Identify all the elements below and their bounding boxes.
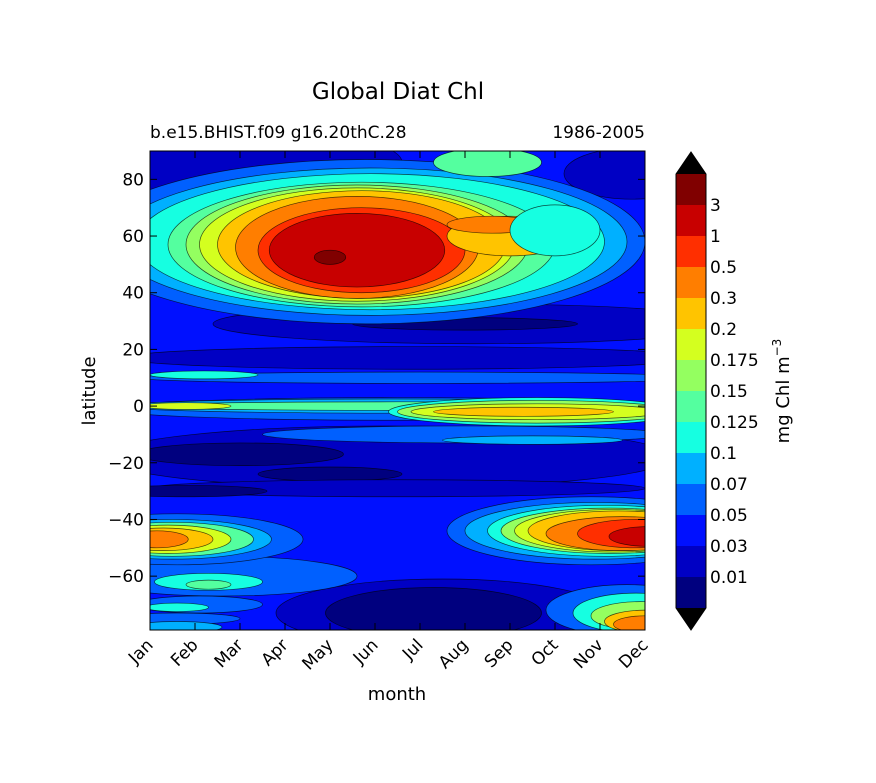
contour-north-late-cyan: [509, 204, 601, 257]
colorbar-segment: [676, 515, 706, 546]
colorbar-tick-label: 1: [710, 227, 721, 247]
x-tick-label: Feb: [167, 635, 202, 670]
colorbar-segment: [676, 205, 706, 236]
x-tick-label: Sep: [481, 635, 518, 672]
contour-mid-south-cyan: [442, 435, 623, 445]
x-tick-label: Jul: [398, 635, 427, 664]
chart-subtitle-left: b.e15.BHIST.f09 g16.20thC.28: [150, 123, 407, 143]
colorbar-extend-min: [676, 608, 706, 630]
colorbar-tick-label: 3: [710, 196, 721, 216]
contour-south-tropical-lowest: [150, 442, 344, 466]
y-axis: 80 60 40 20 0 −20 −40 −60: [108, 170, 645, 587]
contour-mid-north-cyan-band: [150, 370, 259, 380]
contour-south-70-cyan: [150, 602, 209, 612]
contour-south-lowest-30: [150, 485, 268, 498]
colorbar-extend-max: [676, 152, 706, 174]
colorbar-segment: [676, 298, 706, 329]
chart-title: Global Diat Chl: [312, 79, 484, 105]
colorbar-segment: [676, 174, 706, 205]
contour-north-bloom-peak: [313, 249, 347, 265]
contour-south-78-band: [150, 621, 223, 630]
contour-equator-east-orange: [433, 406, 614, 417]
colorbar-segment: [676, 267, 706, 298]
x-tick-label: Jan: [124, 635, 157, 668]
x-tick-label: Jun: [349, 635, 383, 669]
colorbar-label: mg Chl m−3: [770, 339, 794, 444]
x-tick-label: May: [299, 635, 338, 674]
y-tick-label: −20: [108, 454, 144, 474]
x-tick-label: Oct: [528, 635, 563, 670]
x-tick-label: Dec: [615, 635, 652, 672]
contour-north-low-band: [150, 346, 645, 370]
y-tick-label: 40: [122, 284, 144, 304]
colorbar-segment: [676, 360, 706, 391]
colorbar-tick-label: 0.3: [710, 289, 737, 309]
y-tick-label: 60: [122, 227, 144, 247]
colorbar-segment: [676, 236, 706, 267]
colorbar-ticks: 0.01 0.03 0.05 0.07 0.1 0.125 0.15 0.175 0.2 0.3 0…: [710, 196, 759, 588]
y-axis-label: latitude: [79, 356, 100, 425]
colorbar-tick-label: 0.5: [710, 258, 737, 278]
y-tick-label: 20: [122, 340, 144, 360]
colorbar-outline: [675, 151, 707, 631]
colorbar-tick-label: 0.125: [710, 413, 759, 433]
x-tick-label: Apr: [258, 635, 293, 670]
x-tick-label: Aug: [435, 635, 473, 673]
colorbar-segment: [676, 484, 706, 515]
plot-frame: [149, 150, 646, 631]
y-tick-label: −40: [108, 510, 144, 530]
contour-antarctic-lowest: [325, 587, 542, 630]
colorbar-tick-label: 0.07: [710, 475, 748, 495]
colorbar-segment: [676, 453, 706, 484]
colorbar-segment: [676, 577, 706, 608]
colorbar-segment: [676, 391, 706, 422]
contour-south-60-green: [185, 579, 232, 590]
x-tick-label: Mar: [211, 635, 248, 672]
contour-south-tropical-lowest-2: [257, 466, 403, 482]
plot-area: [149, 150, 646, 631]
colorbar-segment: [676, 329, 706, 360]
colorbar-tick-label: 0.2: [710, 320, 737, 340]
y-tick-label: 0: [133, 397, 144, 417]
colorbar-tick-label: 0.01: [710, 568, 748, 588]
contour-south-dec-8: [608, 526, 645, 547]
colorbar-tick-label: 0.1: [710, 444, 737, 464]
contour-equator-west-yellow: [150, 402, 232, 410]
colorbar-tick-label: 0.175: [710, 351, 759, 371]
contour-mid-north-light-band: [150, 371, 645, 384]
contour-south-jan-5: [150, 530, 189, 549]
chart-subtitle-right: 1986-2005: [552, 123, 645, 143]
colorbar-segment: [676, 422, 706, 453]
colorbar: [675, 151, 707, 631]
x-tick-label: Nov: [570, 635, 608, 673]
contour-south-low-30: [150, 479, 645, 498]
y-tick-label: 80: [122, 170, 144, 190]
contour-layer: [150, 151, 645, 630]
contour-north-bloom-9: [268, 213, 446, 288]
x-axis-label: month: [368, 684, 426, 705]
contour-north-arctic-summer: [433, 151, 542, 177]
contour-arctic-low-field-east: [563, 151, 645, 200]
colorbar-tick-label: 0.15: [710, 382, 748, 402]
y-tick-label: −60: [108, 567, 144, 587]
colorbar-tick-label: 0.05: [710, 506, 748, 526]
colorbar-segment: [676, 546, 706, 577]
contour-antarctic-east-4: [613, 615, 645, 630]
colorbar-tick-label: 0.03: [710, 537, 748, 557]
